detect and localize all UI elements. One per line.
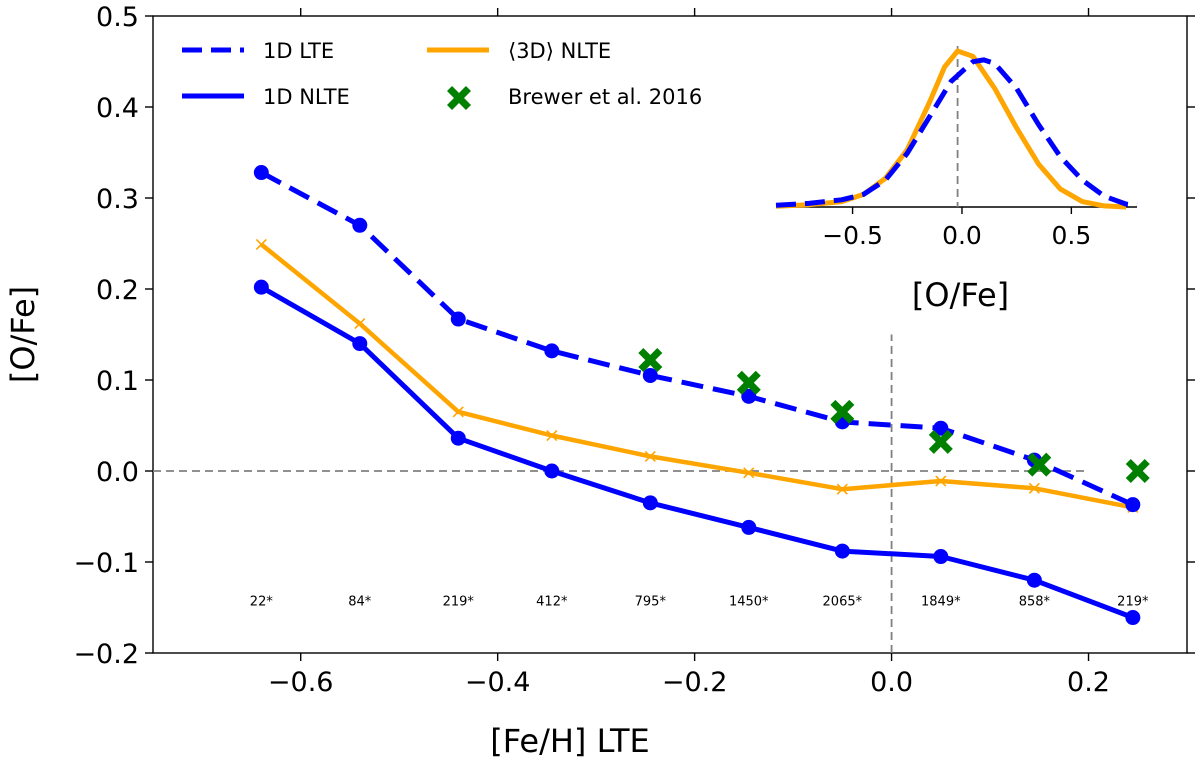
x-tick-label: −0.4	[465, 667, 531, 698]
3d-nlte-point	[743, 467, 755, 479]
legend-3d-nlte-label: ⟨3D⟩ NLTE	[508, 39, 611, 63]
3d-nlte-point	[546, 429, 558, 442]
inset-plot: −0.5 0.0 0.5 [O/Fe]	[775, 46, 1138, 314]
brewer-2016-point	[830, 399, 855, 424]
legend-1d-lte-label: 1D LTE	[263, 39, 334, 63]
star-count-label: 84*	[348, 595, 372, 610]
y-tick-label: 0.2	[96, 275, 139, 306]
star-count-label: 219*	[1117, 595, 1149, 610]
star-count-label: 219*	[443, 595, 475, 610]
1d-lte-point	[933, 420, 949, 436]
star-count-label: 795*	[635, 595, 667, 610]
inset-1d-lte-curve	[775, 57, 1138, 208]
1d-lte-point	[741, 388, 757, 404]
1d-nlte-point	[642, 495, 658, 511]
star-count-label: 858*	[1019, 595, 1051, 610]
inset-x-axis-label: [O/Fe]	[912, 276, 1009, 314]
y-tick-label: 0.5	[96, 2, 139, 33]
3d-nlte-point	[255, 238, 267, 250]
legend: 1D LTE ⟨3D⟩ NLTE 1D NLTE Brewer et al. 2016	[182, 39, 702, 110]
star-count-label: 1849*	[921, 595, 961, 610]
3d-nlte-point	[354, 318, 366, 330]
x-tick-label: −0.2	[662, 667, 728, 698]
y-tick-label: 0.1	[96, 366, 139, 397]
y-tick-label: 0.4	[96, 93, 139, 124]
1d-nlte-point	[1026, 572, 1042, 588]
3d-nlte-point	[935, 475, 947, 487]
inset-x-tick-label: −0.5	[822, 221, 883, 250]
x-tick-label: 0.0	[870, 667, 913, 698]
y-axis-label: [O/Fe]	[4, 286, 42, 383]
inset-3d-nlte-curve	[775, 48, 1127, 210]
brewer-2016-point	[638, 347, 663, 372]
brewer-2016-point	[1125, 459, 1150, 483]
star-count-label: 1450*	[729, 595, 769, 610]
y-tick-label: −0.2	[73, 639, 139, 670]
1d-nlte-point	[1125, 610, 1141, 626]
1d-nlte-point	[544, 463, 560, 479]
3d-nlte-point	[1028, 482, 1040, 494]
3d-nlte-point	[644, 450, 656, 463]
y-tick-label: −0.1	[73, 548, 139, 579]
1d-nlte-point	[741, 519, 757, 535]
1d-lte-point	[450, 311, 466, 327]
star-count-label: 22*	[250, 595, 274, 610]
3d-nlte-point	[836, 483, 848, 495]
brewer-2016-point	[928, 429, 953, 454]
1d-lte-point	[1125, 497, 1141, 513]
1d-nlte-point	[253, 279, 269, 295]
legend-brewer-swatch	[447, 86, 471, 110]
y-tick-label: 0.3	[96, 184, 139, 215]
1d-nlte-point	[834, 543, 850, 559]
plot-frame	[152, 15, 1188, 654]
3d-nlte-line	[259, 242, 1134, 510]
1d-lte-line	[260, 170, 1134, 507]
brewer-2016-point	[1027, 452, 1052, 477]
1d-lte-point	[642, 367, 658, 383]
y-tick-label: 0.0	[96, 457, 139, 488]
legend-1d-nlte-label: 1D NLTE	[263, 85, 350, 109]
inset-x-tick-label: 0.0	[942, 221, 982, 250]
1d-nlte-point	[933, 549, 949, 565]
star-count-label: 412*	[536, 595, 568, 610]
1d-nlte-point	[450, 430, 466, 446]
1d-lte-point	[352, 217, 368, 233]
1d-nlte-line	[260, 285, 1134, 620]
x-tick-label: −0.6	[268, 667, 334, 698]
3d-nlte-point	[452, 406, 464, 418]
brewer-2016-point	[736, 370, 761, 395]
1d-lte-point	[253, 165, 269, 181]
1d-lte-point	[544, 343, 560, 359]
star-count-label: 2065*	[823, 595, 863, 610]
inset-x-tick-label: 0.5	[1051, 221, 1091, 250]
x-axis-label: [Fe/H] LTE	[490, 722, 650, 760]
1d-nlte-point	[352, 336, 368, 352]
x-tick-label: 0.2	[1067, 667, 1110, 698]
main-plot: −0.2 −0.1 0.0 0.1 0.2 0.3 0.4 0.5 −0.6 −0.4 −0.2 0.…	[4, 2, 1195, 760]
legend-brewer-label: Brewer et al. 2016	[508, 85, 702, 109]
